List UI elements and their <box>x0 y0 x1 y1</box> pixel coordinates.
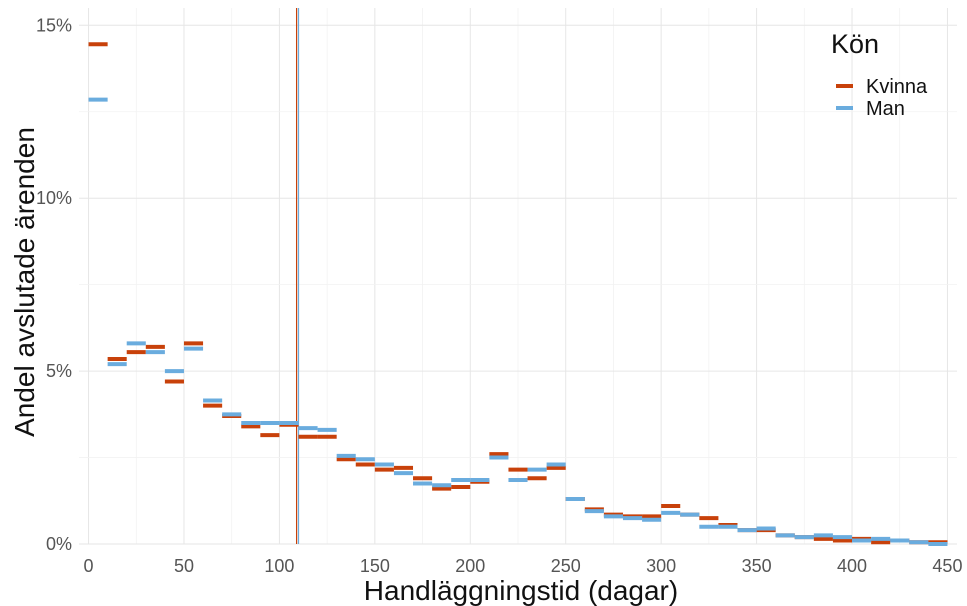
x-axis-title: Handläggningstid (dagar) <box>364 575 678 606</box>
x-tick-label: 0 <box>84 556 94 576</box>
y-tick-labels: 0% 5% 10% 15% <box>36 15 72 554</box>
x-tick-labels: 0 50 100 150 200 250 300 350 400 450 <box>84 556 963 576</box>
x-tick-label: 200 <box>455 556 485 576</box>
x-tick-label: 450 <box>932 556 962 576</box>
x-tick-label: 350 <box>742 556 772 576</box>
x-tick-label: 400 <box>837 556 867 576</box>
axes: 0 50 100 150 200 250 300 350 400 450 0% 5% 10% 15% H… <box>9 15 962 606</box>
series-man <box>88 97 948 546</box>
y-axis-title: Andel avslutade ärenden <box>9 127 40 437</box>
y-tick-label: 0% <box>46 534 72 554</box>
legend-label: Kvinna <box>866 76 928 98</box>
series <box>88 42 948 546</box>
legend-title: Kön <box>831 29 879 59</box>
x-tick-label: 100 <box>264 556 294 576</box>
x-tick-label: 150 <box>360 556 390 576</box>
x-tick-label: 300 <box>646 556 676 576</box>
grid <box>79 8 957 545</box>
reference-lines <box>295 8 300 544</box>
y-tick-label: 5% <box>46 361 72 381</box>
y-tick-label: 10% <box>36 188 72 208</box>
x-tick-label: 50 <box>174 556 194 576</box>
x-tick-label: 250 <box>551 556 581 576</box>
y-tick-label: 15% <box>36 15 72 35</box>
legend-label: Man <box>866 98 905 120</box>
